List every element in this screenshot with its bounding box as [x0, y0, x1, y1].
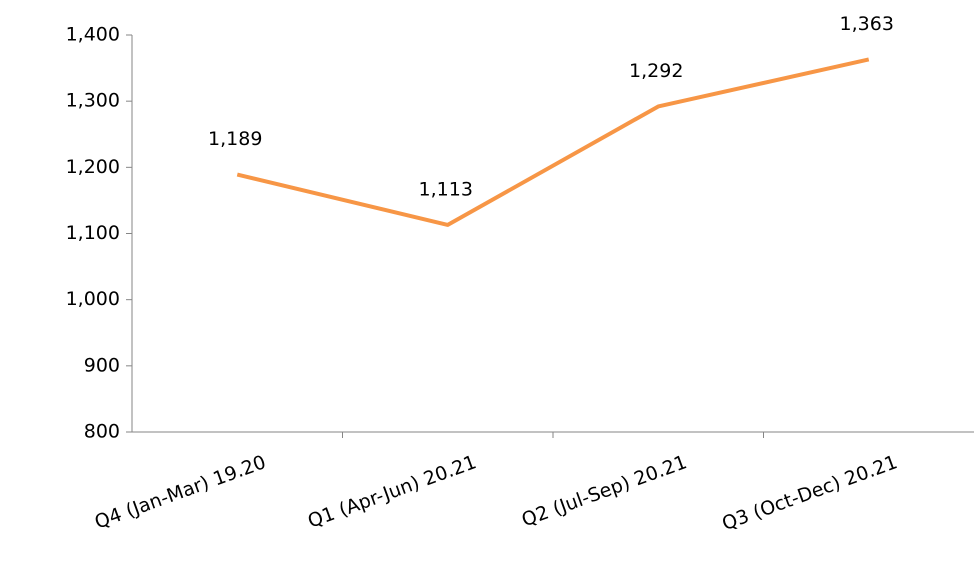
y-tick-label: 900 — [84, 354, 120, 376]
x-tick-label: Q2 (Jul-Sep) 20.21 — [519, 451, 690, 531]
y-tick-label: 1,100 — [66, 222, 120, 244]
y-tick-label: 800 — [84, 421, 120, 443]
data-label: 1,292 — [629, 60, 683, 82]
x-tick-label: Q3 (Oct-Dec) 20.21 — [719, 451, 900, 535]
y-tick-label: 1,300 — [66, 90, 120, 112]
x-tick-label: Q4 (Jan-Mar) 19.20 — [92, 451, 269, 533]
y-tick-label: 1,200 — [66, 156, 120, 178]
line — [236, 57, 870, 227]
y-tick-label: 1,000 — [66, 288, 120, 310]
y-tick-label: 1,400 — [66, 24, 120, 46]
data-label: 1,113 — [419, 178, 473, 200]
data-label: 1,189 — [208, 128, 262, 150]
x-tick-label: Q1 (Apr-Jun) 20.21 — [305, 451, 479, 532]
data-label: 1,363 — [840, 13, 894, 35]
